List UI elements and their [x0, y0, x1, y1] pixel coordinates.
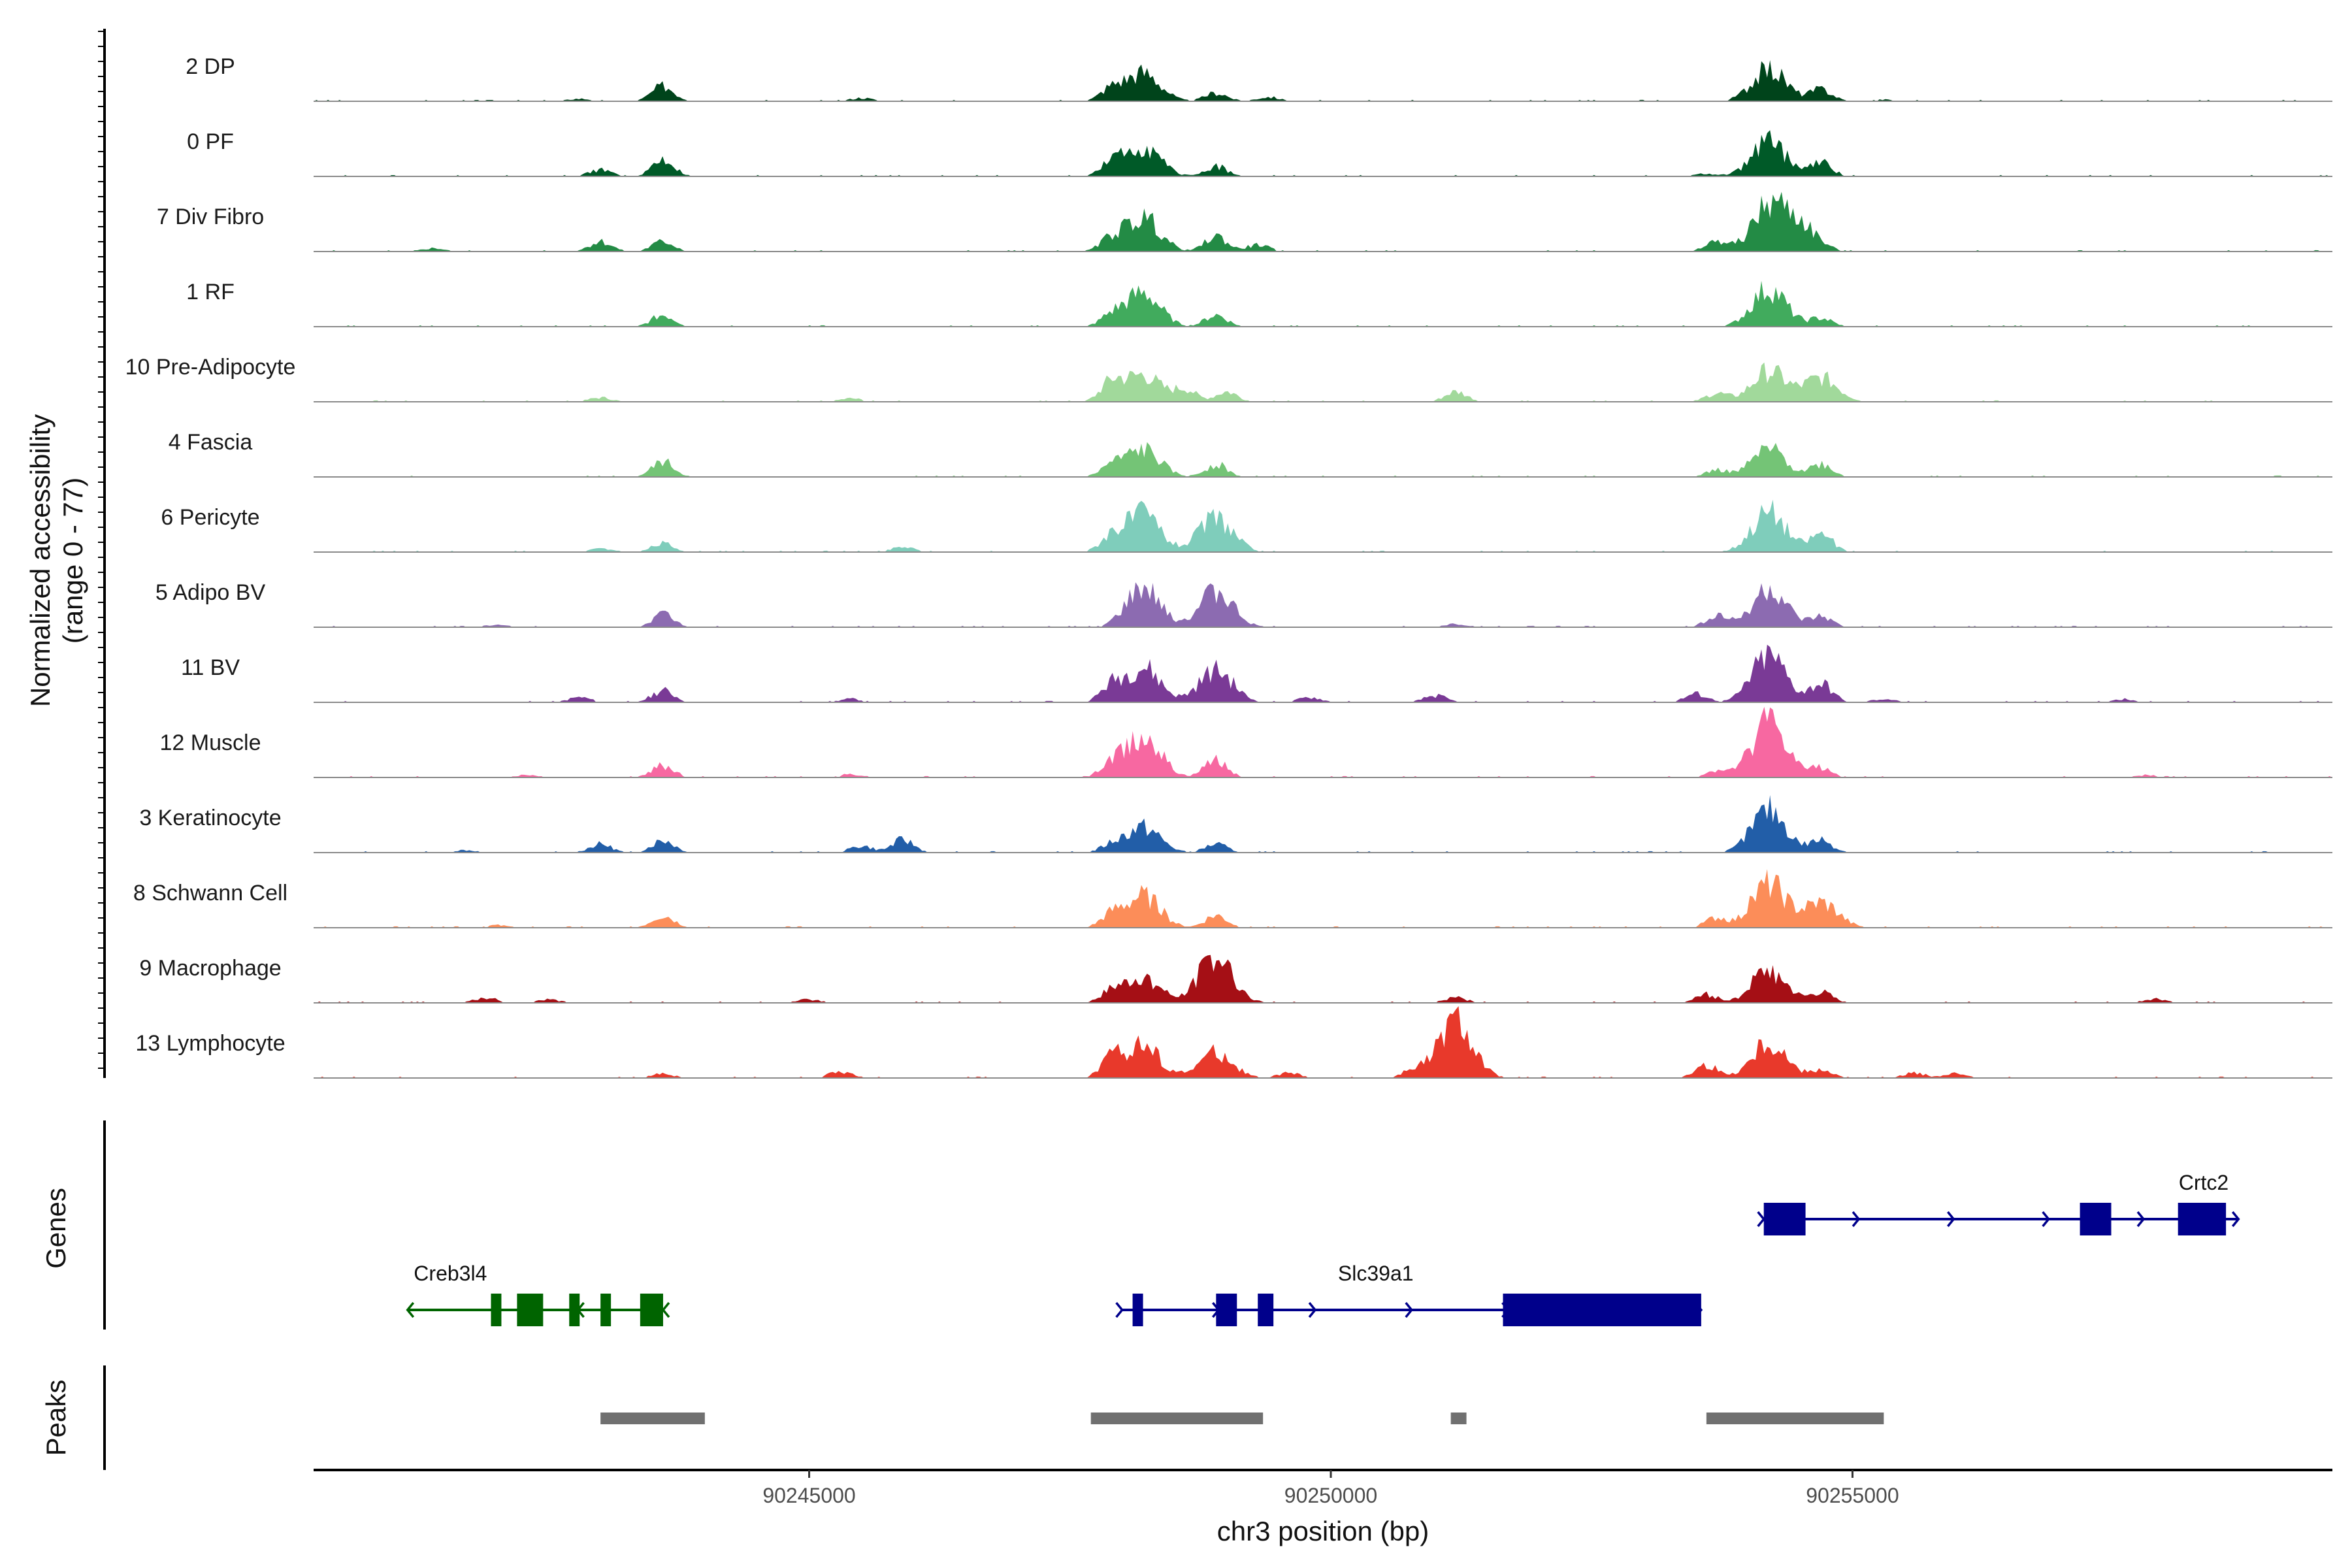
coverage-area [314, 362, 2332, 402]
track-label: 13 Lymphocyte [135, 1031, 285, 1056]
track-label: 8 Schwann Cell [133, 881, 287, 906]
gene-name-label: Crtc2 [2179, 1171, 2229, 1194]
track-7-div-fibro: 7 Div Fibro [157, 191, 2332, 252]
peak-region-track [103, 1365, 1884, 1470]
gene-exon [1216, 1294, 1237, 1326]
coverage-area [314, 191, 2332, 252]
track-4-fascia: 4 Fascia [169, 430, 2332, 478]
gene-name-label: Creb3l4 [414, 1262, 487, 1285]
gene-exon [1132, 1294, 1143, 1326]
track-label: 6 Pericyte [161, 505, 259, 530]
gene-exon [640, 1294, 663, 1326]
strand-arrow-icon [1946, 1211, 1955, 1228]
x-axis: 90245000 90250000 90255000 [314, 1469, 2332, 1507]
x-tick-label: 90255000 [1806, 1484, 1899, 1507]
track-label: 12 Muscle [160, 730, 261, 755]
gene-exon [2178, 1203, 2227, 1235]
track-label: 10 Pre-Adipocyte [125, 355, 296, 380]
coverage-tracks: 2 DP 0 PF 7 Div Fibro 1 RF 10 Pre-Adipocyte 4… [98, 29, 2332, 1079]
coverage-area [314, 130, 2332, 176]
peak-region [1090, 1413, 1264, 1424]
coverage-area [314, 499, 2332, 552]
track-label: 0 PF [187, 129, 234, 154]
track-5-adipo-bv: 5 Adipo BV [155, 580, 2332, 628]
coverage-area [314, 442, 2332, 477]
track-12-muscle: 12 Muscle [160, 706, 2332, 778]
coverage-area [314, 1006, 2332, 1078]
coverage-area [314, 955, 2332, 1003]
track-label: 11 BV [181, 655, 240, 680]
gene-exon [569, 1294, 580, 1326]
gene-exon [517, 1294, 544, 1326]
y-axis-range-label: (range 0 - 77) [57, 478, 88, 644]
coverage-area [314, 869, 2332, 928]
track-10-pre-adipocyte: 10 Pre-Adipocyte [125, 355, 2332, 402]
coverage-area [314, 644, 2332, 702]
track-label: 5 Adipo BV [155, 580, 266, 605]
gene-creb3l4: Creb3l4 [406, 1262, 670, 1326]
strand-arrow-icon [2231, 1211, 2240, 1228]
strand-arrow-icon [2042, 1211, 2050, 1228]
peaks-track-title: Peaks [41, 1380, 71, 1456]
track-2-dp: 2 DP [186, 54, 2332, 102]
track-6-pericyte: 6 Pericyte [161, 499, 2332, 553]
gene-exon [600, 1294, 612, 1326]
coverage-area [314, 706, 2332, 777]
strand-arrow-icon [1115, 1301, 1124, 1318]
strand-arrow-icon [1757, 1211, 1765, 1228]
y-axis-title: Normalized accessibility [25, 414, 56, 707]
track-8-schwann-cell: 8 Schwann Cell [133, 869, 2332, 928]
track-1-rf: 1 RF [186, 280, 2332, 327]
gene-exon [491, 1294, 502, 1326]
peak-region [600, 1413, 705, 1424]
peak-region [1706, 1413, 1884, 1424]
peak-region [1450, 1413, 1467, 1424]
track-label: 2 DP [186, 54, 235, 79]
coverage-area [314, 582, 2332, 627]
track-0-pf: 0 PF [187, 129, 2332, 177]
strand-arrow-icon [1852, 1211, 1861, 1228]
x-tick-label: 90245000 [762, 1484, 855, 1507]
strand-arrow-icon [2136, 1211, 2146, 1228]
gene-exon [1763, 1203, 1806, 1235]
track-13-lymphocyte: 13 Lymphocyte [135, 1006, 2332, 1079]
x-tick-label: 90250000 [1284, 1484, 1377, 1507]
y-axis [98, 29, 106, 1078]
gene-crtc2: Crtc2 [1757, 1171, 2240, 1235]
gene-name-label: Slc39a1 [1338, 1262, 1414, 1285]
gene-slc39a1: Slc39a1 [1115, 1262, 1703, 1326]
gene-annotation-track: Crtc2 Creb3l4 Slc39a1 [103, 1120, 2240, 1330]
track-label: 9 Macrophage [139, 956, 281, 981]
strand-arrow-icon [406, 1301, 415, 1318]
coverage-area [314, 60, 2332, 101]
strand-arrow-icon [1405, 1301, 1414, 1318]
gene-exon [1258, 1294, 1274, 1326]
track-label: 7 Div Fibro [157, 204, 264, 229]
track-9-macrophage: 9 Macrophage [139, 955, 2332, 1004]
track-label: 4 Fascia [169, 430, 253, 455]
strand-arrow-icon [661, 1301, 670, 1318]
x-axis-title: chr3 position (bp) [1217, 1516, 1429, 1546]
strand-arrow-icon [1308, 1301, 1317, 1318]
gene-exon [1503, 1294, 1701, 1326]
coverage-area [314, 280, 2332, 327]
track-3-keratinocyte: 3 Keratinocyte [139, 795, 2332, 853]
track-label: 1 RF [186, 280, 235, 304]
gene-exon [2080, 1203, 2112, 1235]
coverage-area [314, 795, 2332, 853]
genes-track-title: Genes [41, 1188, 71, 1269]
track-11-bv: 11 BV [181, 644, 2332, 703]
track-label: 3 Keratinocyte [139, 806, 281, 830]
